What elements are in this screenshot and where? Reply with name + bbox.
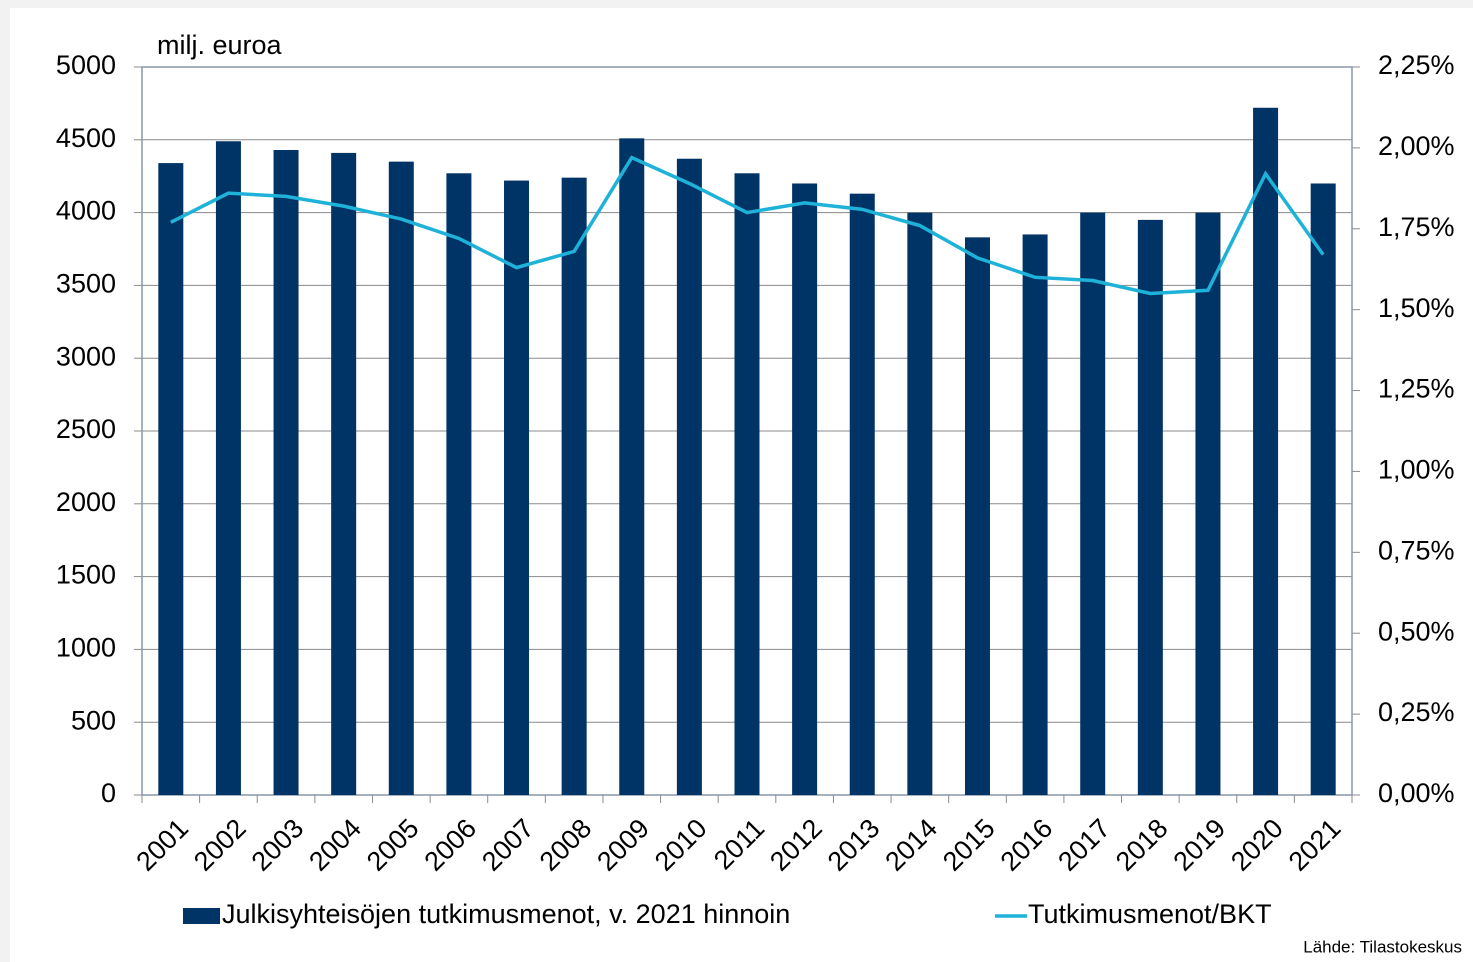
bar	[734, 173, 760, 796]
y-tick-label: 2500	[56, 414, 116, 444]
y-tick-label: 4000	[56, 196, 116, 226]
legend-swatch	[183, 908, 220, 924]
y-tick-label: 3500	[56, 269, 116, 299]
y-tick-label: 5000	[56, 50, 116, 80]
source: Lähde: Tilastokeskus	[1303, 937, 1462, 956]
y-tick-label: 2000	[56, 487, 116, 517]
bar	[215, 141, 241, 796]
line	[170, 155, 1325, 296]
bar	[1022, 234, 1048, 795]
bar	[446, 173, 472, 796]
bar	[331, 152, 357, 796]
bar	[388, 161, 414, 795]
y2-tick-label: 0,25%	[1378, 697, 1455, 727]
y2-tick-label: 0,50%	[1378, 616, 1455, 646]
bar	[158, 163, 184, 795]
bar	[561, 177, 587, 795]
bar	[849, 193, 875, 795]
y-tick-label: 1000	[56, 633, 116, 663]
bar	[504, 180, 530, 795]
y2-tick-label: 2,00%	[1378, 131, 1455, 161]
y-tick-label: 500	[71, 705, 116, 735]
bar	[619, 138, 645, 795]
y2-tick-label: 0,75%	[1378, 535, 1455, 565]
bar	[1310, 183, 1336, 796]
bar	[907, 212, 933, 796]
y-axis-label: milj. euroa	[157, 30, 283, 60]
y-tick-label: 3000	[56, 341, 116, 371]
bar	[273, 149, 299, 795]
y2-tick-label: 0,00%	[1378, 778, 1455, 808]
bar	[1253, 107, 1279, 795]
y2-tick-label: 1,50%	[1378, 293, 1455, 323]
y2-tick-label: 1,00%	[1378, 455, 1455, 485]
bar	[1195, 212, 1221, 796]
bar	[964, 237, 990, 796]
bar	[676, 158, 702, 795]
bar	[1080, 212, 1106, 796]
bar	[1137, 219, 1163, 795]
bar	[792, 183, 818, 796]
y-tick-label: 1500	[56, 560, 116, 590]
y-tick-label: 4500	[56, 123, 116, 153]
y2-tick-label: 1,75%	[1378, 212, 1455, 242]
y2-tick-label: 1,25%	[1378, 374, 1455, 404]
y2-tick-label: 2,25%	[1378, 50, 1455, 80]
legend-label: Julkisyhteisöjen tutkimusmenot, v. 2021 …	[222, 899, 790, 929]
y-tick-label: 0	[101, 778, 116, 808]
legend-label: Tutkimusmenot/BKT	[1028, 899, 1272, 929]
